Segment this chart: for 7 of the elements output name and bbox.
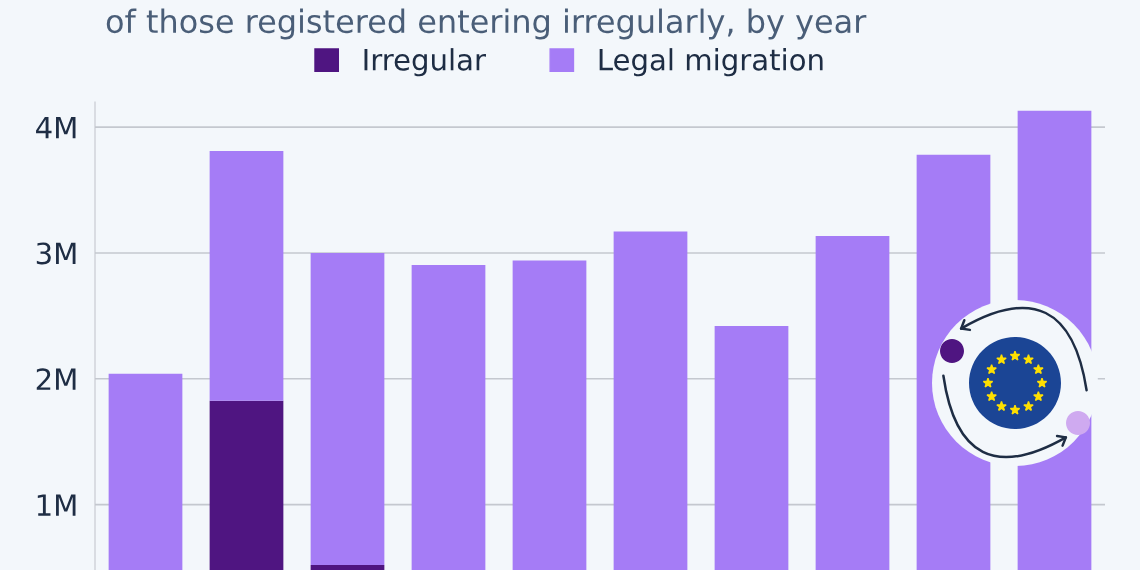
- y-tick-label: 1M: [37, 494, 76, 516]
- y-tick-label: 2M: [36, 368, 76, 390]
- legend-label: Irregular: [364, 48, 486, 77]
- y-tick-label: 3M: [36, 242, 76, 265]
- y-tick-label: 4M: [36, 116, 76, 139]
- chart-subtitle: of those registered entering irregularly, by year: [106, 8, 867, 40]
- legend-label: Legal migration: [599, 48, 823, 77]
